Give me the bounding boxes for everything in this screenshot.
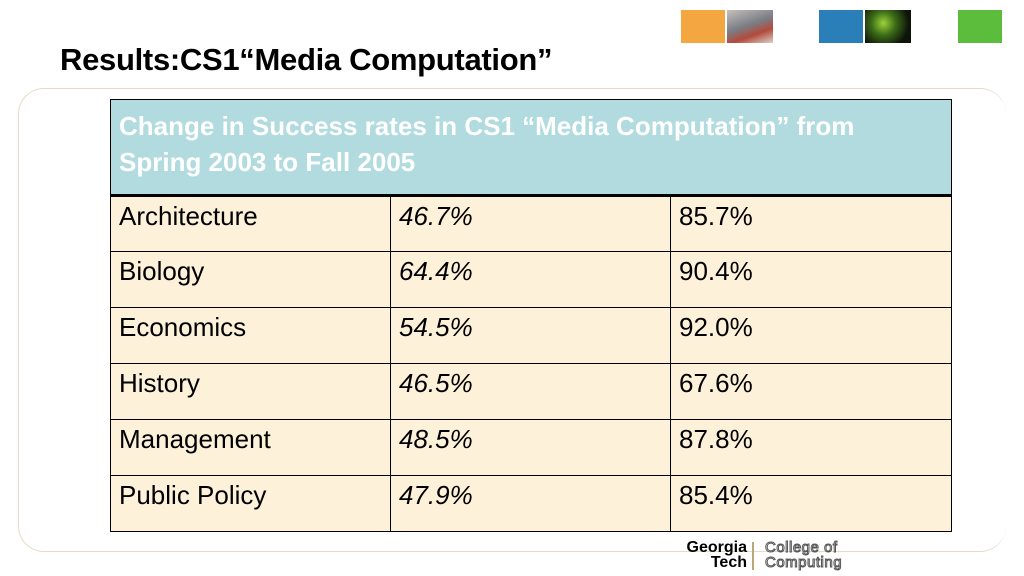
after-rate-cell: 67.6% xyxy=(670,363,952,420)
building-photo-thumbnail xyxy=(727,10,773,43)
network-graphic-thumbnail xyxy=(865,10,911,43)
after-rate-cell: 92.0% xyxy=(670,307,952,364)
table-row: Management 48.5% 87.8% xyxy=(110,419,952,476)
table-row: Economics 54.5% 92.0% xyxy=(110,307,952,364)
major-cell: Biology xyxy=(110,251,391,308)
georgia-tech-wordmark: Georgia Tech xyxy=(657,539,747,571)
before-rate-cell: 46.7% xyxy=(390,195,671,252)
before-rate-cell: 48.5% xyxy=(390,419,671,476)
major-cell: Public Policy xyxy=(110,475,391,532)
before-rate-cell: 54.5% xyxy=(390,307,671,364)
table-row: Biology 64.4% 90.4% xyxy=(110,251,952,308)
blue-color-block xyxy=(819,10,863,43)
major-cell: Economics xyxy=(110,307,391,364)
table-row: Architecture 46.7% 85.7% xyxy=(110,195,952,252)
logo-divider xyxy=(752,542,754,570)
after-rate-cell: 85.7% xyxy=(670,195,952,252)
major-cell: Management xyxy=(110,419,391,476)
before-rate-cell: 47.9% xyxy=(390,475,671,532)
content-frame xyxy=(18,88,1006,552)
table-row: Public Policy 47.9% 85.4% xyxy=(110,475,952,532)
slide-title: Results:CS1“Media Computation” xyxy=(60,42,553,77)
before-rate-cell: 64.4% xyxy=(390,251,671,308)
success-rates-table: Change in Success rates in CS1 “Media Co… xyxy=(110,99,952,532)
before-rate-cell: 46.5% xyxy=(390,363,671,420)
table-row: History 46.5% 67.6% xyxy=(110,363,952,420)
orange-color-block xyxy=(681,10,725,43)
after-rate-cell: 90.4% xyxy=(670,251,952,308)
major-cell: Architecture xyxy=(110,195,391,252)
major-cell: History xyxy=(110,363,391,420)
table-header: Change in Success rates in CS1 “Media Co… xyxy=(110,99,952,197)
college-of-computing-wordmark: College of Computing xyxy=(764,539,843,571)
logo-line-college-of: College of xyxy=(764,539,838,556)
logo-line-georgia: Georgia xyxy=(686,539,747,556)
green-color-block xyxy=(958,10,1002,43)
table-header-row: Change in Success rates in CS1 “Media Co… xyxy=(110,99,952,197)
after-rate-cell: 85.4% xyxy=(670,475,952,532)
logo-line-tech: Tech xyxy=(710,554,747,571)
after-rate-cell: 87.8% xyxy=(670,419,952,476)
logo-line-computing: Computing xyxy=(764,554,843,571)
